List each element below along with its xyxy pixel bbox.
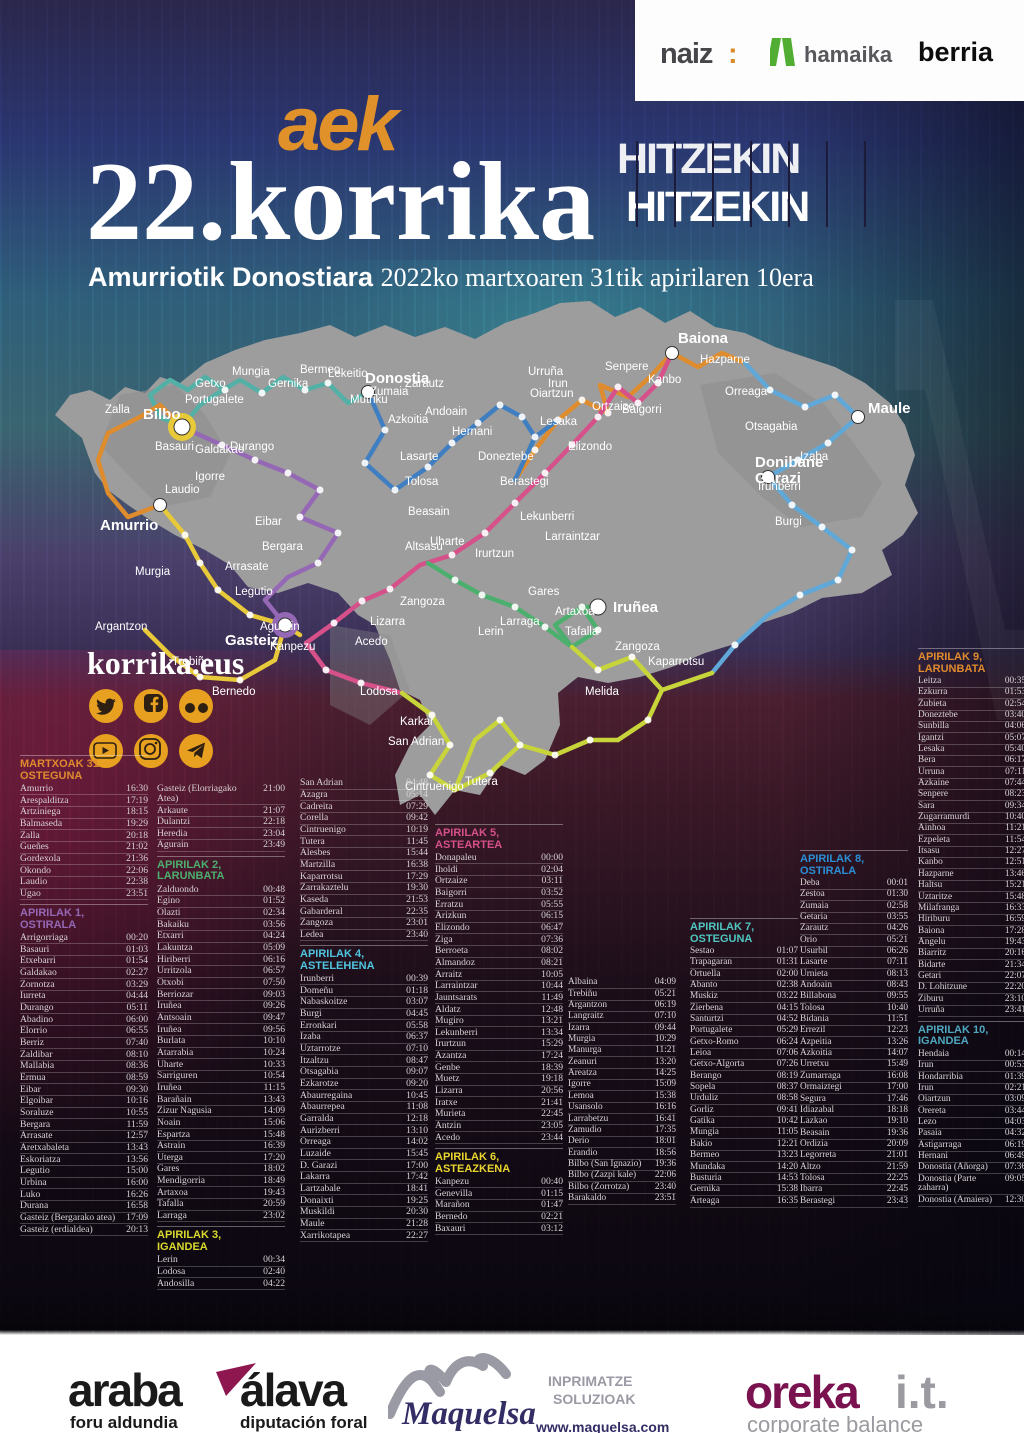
svg-text:Kanpezu: Kanpezu [270,641,315,653]
svg-text:Uharte: Uharte [430,536,465,548]
svg-text:diputación foral: diputación foral [240,1413,368,1432]
svg-text:Elizondo: Elizondo [568,441,612,453]
svg-text:Burgi: Burgi [775,516,802,528]
svg-text:Irurtzun: Irurtzun [475,548,514,560]
svg-text:Orreaga: Orreaga [725,386,768,398]
svg-text:Kaparrotsu: Kaparrotsu [648,656,704,668]
svg-text:hamaika: hamaika [804,42,893,67]
svg-text:araba: araba [68,1364,183,1416]
svg-text:Hernani: Hernani [452,426,492,438]
svg-text:Senpere: Senpere [605,361,648,373]
svg-text:San Adrian: San Adrian [388,736,444,748]
svg-text:oreka: oreka [745,1366,860,1418]
svg-text:Baigorri: Baigorri [622,404,662,416]
svg-text:Urruña: Urruña [528,366,564,378]
svg-text:Amurrio: Amurrio [100,517,158,534]
svg-text::: : [728,38,738,70]
svg-text:Laudio: Laudio [165,484,200,496]
svg-text:Kanbo: Kanbo [648,374,681,386]
svg-text:Maquelsa: Maquelsa [401,1396,536,1432]
svg-text:Azkoitia: Azkoitia [388,414,429,426]
svg-text:Bergara: Bergara [262,541,304,553]
svg-text:Lekunberri: Lekunberri [520,511,574,523]
svg-text:Beasain: Beasain [408,506,450,518]
svg-text:Igorre: Igorre [195,471,225,483]
svg-text:Maule: Maule [868,400,911,417]
svg-text:Lizarra: Lizarra [370,616,406,628]
svg-text:Getxo: Getxo [195,378,226,390]
svg-text:Tolosa: Tolosa [405,476,439,488]
svg-text:Durango: Durango [230,441,274,453]
svg-text:Argantzon: Argantzon [95,621,147,633]
svg-text:Karkar: Karkar [400,716,434,728]
svg-text:Larraga: Larraga [500,616,540,628]
svg-text:Lodosa: Lodosa [360,686,398,698]
svg-text:naiz: naiz [660,38,713,70]
svg-text:Lekeitio: Lekeitio [328,368,368,380]
svg-text:Arrasate: Arrasate [225,561,268,573]
svg-text:Murgia: Murgia [135,566,171,578]
svg-text:Lasarte: Lasarte [400,451,438,463]
svg-text:HITZEKIN: HITZEKIN [626,183,808,231]
svg-text:Berastegi: Berastegi [500,476,549,488]
svg-text:Zalla: Zalla [105,404,131,416]
svg-text:Hazparne: Hazparne [700,354,750,366]
svg-text:Basauri: Basauri [155,441,194,453]
svg-text:berria: berria [918,37,994,67]
svg-text:Zumaia: Zumaia [370,386,409,398]
svg-text:Zangoza: Zangoza [615,641,660,653]
svg-text:Portugalete: Portugalete [185,394,244,406]
svg-text:HITZEKIN: HITZEKIN [617,135,799,183]
svg-text:SOLUZIOAK: SOLUZIOAK [553,1391,635,1407]
svg-text:Zarautz: Zarautz [405,378,444,390]
svg-text:Artaxoa: Artaxoa [555,606,595,618]
svg-text:Andoain: Andoain [425,406,467,418]
svg-text:Bilbo: Bilbo [143,406,181,423]
svg-text:Baiona: Baiona [678,330,729,347]
svg-text:corporate balance: corporate balance [747,1412,923,1433]
svg-text:Lesaka: Lesaka [540,416,578,428]
svg-text:Larraintzar: Larraintzar [545,531,600,543]
svg-text:i.t.: i.t. [895,1366,949,1418]
svg-text:Gernika: Gernika [268,378,309,390]
svg-text:Lerin: Lerin [478,626,504,638]
svg-text:Zangoza: Zangoza [400,596,445,608]
svg-text:Tutera: Tutera [465,776,498,788]
svg-text:Iruñea: Iruñea [613,599,659,616]
svg-text:Irunberri: Irunberri [758,481,801,493]
svg-text:Agurain: Agurain [260,621,300,633]
svg-text:Doneztebe: Doneztebe [478,451,534,463]
svg-text:Tafalla: Tafalla [565,626,599,638]
svg-text:Acedo: Acedo [355,636,388,648]
svg-text:Mungia: Mungia [232,366,270,378]
svg-text:foru aldundia: foru aldundia [70,1413,178,1432]
svg-text:Melida: Melida [585,686,619,698]
svg-text:INPRIMATZE: INPRIMATZE [548,1373,633,1389]
svg-text:Eibar: Eibar [255,516,282,528]
svg-text:www.maquelsa.com: www.maquelsa.com [535,1419,669,1433]
svg-text:Oiartzun: Oiartzun [530,388,573,400]
svg-text:Izaba: Izaba [800,451,829,463]
svg-text:Gares: Gares [528,586,560,598]
svg-text:Otsagabia: Otsagabia [745,421,798,433]
svg-text:Legutio: Legutio [235,586,273,598]
svg-text:álava: álava [240,1364,348,1416]
